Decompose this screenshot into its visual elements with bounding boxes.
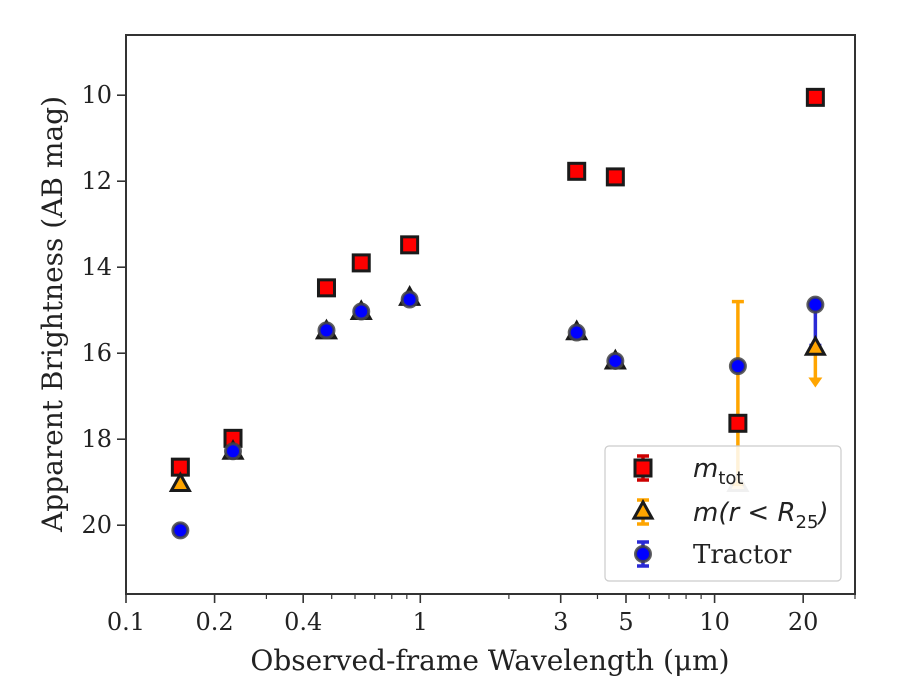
x-tick-label: 0.4 — [284, 608, 322, 636]
y-tick-label: 20 — [81, 511, 112, 539]
y-tick-label: 18 — [81, 425, 112, 453]
circle-marker — [352, 302, 371, 321]
legend-item: Tractor — [634, 540, 792, 570]
square-marker — [728, 413, 748, 433]
x-tick-label: 3 — [553, 608, 568, 636]
legend-square-marker — [633, 458, 653, 478]
y-axis: 10 12 14 16 18 20 — [81, 81, 126, 539]
square-marker — [351, 253, 371, 273]
legend-item: mtot — [633, 454, 743, 489]
circle-marker — [224, 442, 243, 461]
triangle-marker — [803, 334, 827, 356]
legend-item: m(r < R25) — [631, 498, 829, 533]
circle-marker — [806, 295, 825, 314]
legend-circle-marker — [634, 545, 652, 563]
square-marker — [316, 278, 336, 298]
x-tick-label: 20 — [788, 608, 819, 636]
y-tick-label: 16 — [81, 339, 112, 367]
x-axis-label: Observed-frame Wavelength (μm) — [250, 644, 729, 677]
square-marker — [605, 167, 625, 187]
square-marker — [567, 161, 587, 181]
data-markers — [168, 87, 827, 540]
legend-label: Tractor — [693, 540, 792, 570]
legend-label: m(r < R25) — [693, 498, 829, 533]
x-tick-label: 5 — [618, 608, 633, 636]
x-tick-label: 0.1 — [107, 608, 145, 636]
legend: mtot m(r < R25) Tractor — [604, 445, 842, 582]
circle-marker — [728, 357, 747, 376]
circle-marker — [400, 290, 419, 309]
x-tick-label: 10 — [699, 608, 730, 636]
y-tick-label: 14 — [81, 253, 112, 281]
legend-box — [604, 445, 842, 582]
x-axis: 0.1 0.2 0.4 1 3 5 10 20 — [107, 594, 856, 636]
square-marker — [400, 235, 420, 255]
x-tick-label: 0.2 — [196, 608, 234, 636]
legend-label: mtot — [693, 454, 743, 489]
x-tick-label: 1 — [413, 608, 428, 636]
circle-marker — [567, 323, 586, 342]
y-tick-label: 10 — [81, 81, 112, 109]
circle-marker — [317, 321, 336, 340]
circle-marker — [171, 521, 190, 540]
triangle-marker — [168, 471, 192, 493]
square-marker — [805, 87, 825, 107]
legend-triangle-marker — [631, 498, 655, 520]
y-axis-label: Apparent Brightness (AB mag) — [36, 96, 69, 533]
plot-frame — [125, 34, 856, 595]
y-tick-label: 12 — [81, 167, 112, 195]
circle-marker — [606, 351, 625, 370]
